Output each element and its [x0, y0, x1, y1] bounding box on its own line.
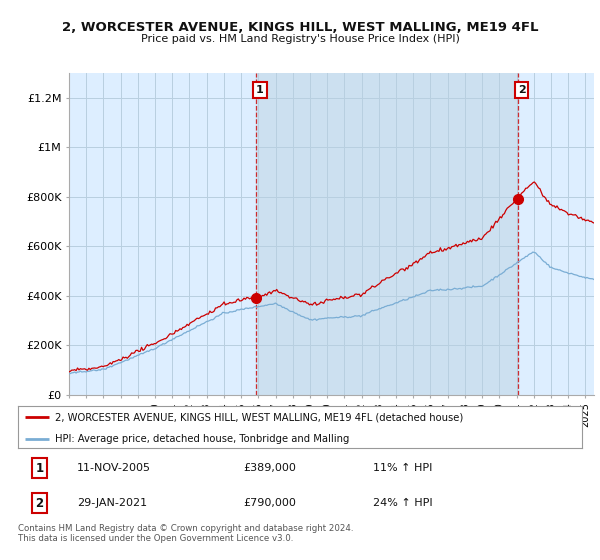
- Text: HPI: Average price, detached house, Tonbridge and Malling: HPI: Average price, detached house, Tonb…: [55, 434, 349, 444]
- Text: 1: 1: [35, 462, 43, 475]
- Text: £389,000: £389,000: [244, 464, 296, 473]
- Text: 2, WORCESTER AVENUE, KINGS HILL, WEST MALLING, ME19 4FL (detached house): 2, WORCESTER AVENUE, KINGS HILL, WEST MA…: [55, 412, 463, 422]
- Bar: [256, 73, 518, 395]
- Text: Price paid vs. HM Land Registry's House Price Index (HPI): Price paid vs. HM Land Registry's House …: [140, 34, 460, 44]
- Text: 1: 1: [256, 85, 264, 95]
- Text: 2: 2: [518, 85, 526, 95]
- Text: Contains HM Land Registry data © Crown copyright and database right 2024.
This d: Contains HM Land Registry data © Crown c…: [18, 524, 353, 543]
- Text: 11-NOV-2005: 11-NOV-2005: [77, 464, 151, 473]
- Text: 2, WORCESTER AVENUE, KINGS HILL, WEST MALLING, ME19 4FL: 2, WORCESTER AVENUE, KINGS HILL, WEST MA…: [62, 21, 538, 34]
- Text: £790,000: £790,000: [244, 498, 296, 508]
- Text: 11% ↑ HPI: 11% ↑ HPI: [373, 464, 433, 473]
- Text: 24% ↑ HPI: 24% ↑ HPI: [373, 498, 433, 508]
- Text: 29-JAN-2021: 29-JAN-2021: [77, 498, 148, 508]
- Text: 2: 2: [35, 497, 43, 510]
